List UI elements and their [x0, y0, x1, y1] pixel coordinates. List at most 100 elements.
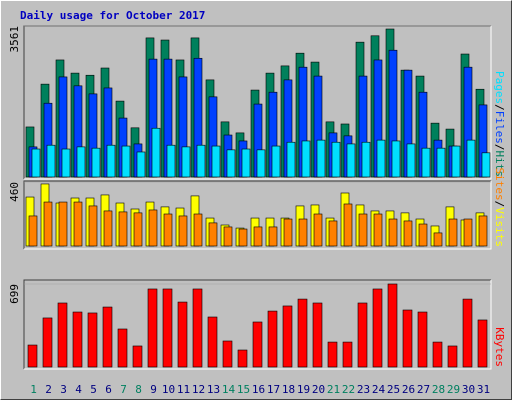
bar: [121, 145, 131, 178]
bar: [208, 222, 218, 247]
x-tick-label: 18: [282, 383, 295, 396]
x-tick-label: 7: [120, 383, 127, 396]
panel-bevel: [23, 279, 491, 369]
bar: [481, 152, 491, 178]
bar: [372, 288, 383, 368]
bar: [207, 316, 218, 368]
bar: [118, 211, 128, 247]
bar: [463, 218, 473, 247]
x-tick-label: 3: [60, 383, 67, 396]
legend-separator: /: [493, 144, 506, 151]
legend-separator: /: [493, 104, 506, 111]
bar: [301, 140, 311, 178]
bar: [271, 145, 281, 178]
bar: [346, 143, 356, 178]
bar: [448, 218, 458, 247]
bar: [196, 144, 206, 178]
bar: [178, 215, 188, 247]
x-tick-label: 24: [372, 383, 386, 396]
bar: [403, 220, 413, 247]
bar: [253, 226, 263, 247]
bar: [148, 209, 158, 247]
bar: [43, 201, 53, 247]
x-tick-label: 12: [192, 383, 205, 396]
y-tick-label: 3561: [8, 26, 21, 53]
bar: [477, 319, 488, 368]
x-tick-label: 25: [387, 383, 400, 396]
bar: [436, 147, 446, 178]
bar: [57, 302, 68, 368]
x-tick-label: 5: [90, 383, 97, 396]
bar: [133, 212, 143, 247]
x-tick-label: 13: [207, 383, 220, 396]
bar: [433, 232, 443, 247]
bar: [343, 203, 353, 247]
bar: [421, 147, 431, 178]
bar: [373, 213, 383, 247]
x-tick-label: 1: [30, 383, 37, 396]
bar: [447, 345, 458, 368]
legend-separator: /: [493, 201, 506, 208]
x-tick-label: 11: [177, 383, 190, 396]
bar: [328, 220, 338, 247]
panel-bevel: [24, 280, 492, 370]
x-tick-label: 9: [150, 383, 157, 396]
bar: [177, 301, 188, 368]
bar: [466, 139, 476, 178]
x-tick-label: 2: [45, 383, 52, 396]
bar: [387, 283, 398, 368]
panel-bevel: [23, 180, 491, 249]
x-tick-label: 10: [162, 383, 175, 396]
bar: [87, 312, 98, 368]
legend-entry: Sites: [493, 168, 506, 201]
x-tick-label: 6: [105, 383, 112, 396]
legend-entry: Hits: [493, 151, 506, 178]
legend-entry: Pages: [493, 71, 506, 104]
x-tick-label: 19: [297, 383, 310, 396]
bar: [358, 213, 368, 247]
bar: [376, 139, 386, 178]
bar: [31, 148, 41, 178]
bar: [342, 341, 353, 368]
x-tick-label: 16: [252, 383, 265, 396]
bar: [223, 226, 233, 247]
bar: [46, 144, 56, 178]
bar: [192, 288, 203, 368]
bar: [406, 143, 416, 178]
bar: [388, 218, 398, 247]
panel-bevel: [24, 26, 492, 180]
x-tick-label: 15: [237, 383, 250, 396]
x-tick-label: 26: [402, 383, 415, 396]
bar: [151, 127, 161, 178]
x-tick-label: 8: [135, 383, 142, 396]
legend: Sites/Visits: [493, 168, 506, 248]
bar: [298, 218, 308, 247]
bar: [136, 151, 146, 178]
bar: [451, 145, 461, 178]
legend: Pages/Files/Hits: [493, 71, 506, 177]
bar: [462, 298, 473, 368]
bar: [28, 215, 38, 247]
bar: [88, 205, 98, 247]
bar: [73, 201, 83, 247]
bar: [163, 213, 173, 247]
x-tick-label: 29: [447, 383, 460, 396]
y-tick-label: 460: [8, 182, 21, 202]
x-tick-label: 27: [417, 383, 430, 396]
bar: [76, 146, 86, 178]
bar: [106, 144, 116, 178]
bar: [241, 148, 251, 178]
bar: [267, 310, 278, 368]
legend-entry: KBytes: [493, 327, 506, 367]
bar: [72, 311, 83, 368]
x-tick-label: 20: [312, 383, 325, 396]
x-tick-label: 17: [267, 383, 280, 396]
x-tick-label: 30: [462, 383, 475, 396]
bar: [432, 341, 443, 368]
bar: [478, 215, 488, 247]
bar: [402, 309, 413, 368]
bar: [166, 144, 176, 178]
legend: KBytes: [493, 327, 506, 367]
x-tick-label: 23: [357, 383, 370, 396]
